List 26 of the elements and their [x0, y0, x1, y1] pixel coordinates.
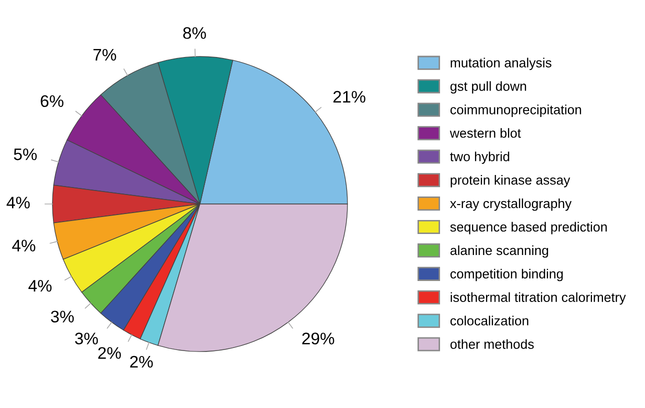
- legend-label: x-ray crystallography: [450, 198, 572, 211]
- legend-label: mutation analysis: [450, 58, 552, 70]
- data-label: 8%: [183, 27, 206, 39]
- legend-label: isothermal titration calorimetry: [450, 292, 626, 305]
- legend-label: alanine scanning: [450, 245, 548, 258]
- legend-label: competition binding: [450, 268, 563, 282]
- legend-label: two hybrid: [450, 152, 510, 164]
- data-label: 4%: [12, 240, 36, 252]
- legend-label: other methods: [450, 339, 534, 349]
- data-label: 7%: [93, 48, 116, 61]
- legend-label: colocalization: [450, 316, 528, 326]
- legend-label: gst pull down: [450, 81, 526, 94]
- data-label: 2%: [98, 347, 121, 359]
- legend-label: protein kinase assay: [450, 175, 570, 188]
- data-label: 5%: [14, 148, 37, 160]
- legend-label: coimmunoprecipitation: [450, 104, 582, 117]
- legend-label: western blot: [450, 128, 521, 138]
- data-label: 29%: [302, 332, 334, 344]
- data-label: 3%: [75, 332, 98, 344]
- data-label: 21%: [333, 90, 366, 103]
- data-label: 3%: [50, 310, 74, 323]
- data-label: 4%: [6, 196, 30, 208]
- legend-label: sequence based prediction: [450, 222, 607, 234]
- data-label: 4%: [28, 280, 52, 292]
- data-label: 6%: [40, 95, 64, 108]
- data-label: 2%: [130, 356, 153, 368]
